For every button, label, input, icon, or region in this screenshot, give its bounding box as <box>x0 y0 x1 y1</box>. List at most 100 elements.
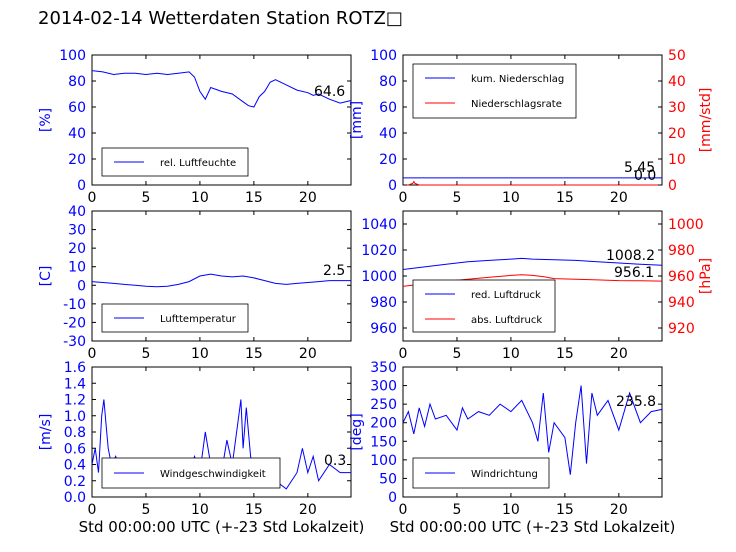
winddir-ytick-label: 300 <box>370 379 397 395</box>
precip-xtick-label: 0 <box>399 190 408 206</box>
pressure-xtick-label: 15 <box>556 346 574 362</box>
winddir-ytick-label: 150 <box>370 434 397 450</box>
precip-y2label: [mm/std] <box>698 88 714 153</box>
precip-ytick-label: 40 <box>379 126 397 142</box>
precip-y2tick-label: 0 <box>668 178 677 194</box>
winddir-ytick-label: 200 <box>370 416 397 432</box>
windspeed-ylabel: [m/s] <box>38 414 54 451</box>
pressure-ytick-label: 960 <box>370 321 397 337</box>
pressure-value-annotation: 1008.2 <box>606 248 655 264</box>
precip-xtick-label: 10 <box>502 190 520 206</box>
humidity-ytick-label: 0 <box>77 178 86 194</box>
windspeed-xtick-label: 15 <box>245 502 263 518</box>
pressure-y2label: [hPa] <box>698 258 714 294</box>
precip-y2tick-label: 10 <box>668 152 686 168</box>
windspeed-ytick-label: 1.2 <box>64 393 86 409</box>
winddir-xtick-label: 10 <box>502 502 520 518</box>
pressure-y2tick-label: 1000 <box>668 217 704 233</box>
winddir-xtick-label: 20 <box>610 502 628 518</box>
precip-ytick-label: 100 <box>370 48 397 64</box>
winddir-xtick-label: 0 <box>399 502 408 518</box>
humidity-value-annotation: 64.6 <box>314 84 345 100</box>
pressure-ytick-label: 980 <box>370 295 397 311</box>
winddir-ytick-label: 100 <box>370 453 397 469</box>
winddir-legend-label: Windrichtung <box>471 469 538 480</box>
pressure-y2tick-label: 980 <box>668 243 695 259</box>
temperature-ytick-label: -30 <box>63 334 86 350</box>
humidity-ytick-label: 60 <box>68 100 86 116</box>
temperature-value-annotation: 2.5 <box>323 263 345 279</box>
precip-ytick-label: 80 <box>379 74 397 90</box>
temperature-ytick-label: 30 <box>68 223 86 239</box>
precip-legend-label: kum. Niederschlag <box>471 74 564 85</box>
humidity-ytick-label: 80 <box>68 74 86 90</box>
pressure-legend-box <box>412 279 556 333</box>
humidity-xtick-label: 15 <box>245 190 263 206</box>
windspeed-xtick-label: 5 <box>141 502 150 518</box>
humidity-legend-label: rel. Luftfeuchte <box>160 158 236 169</box>
temperature-ytick-label: 0 <box>77 278 86 294</box>
windspeed-ytick-label: 0.0 <box>64 490 86 506</box>
pressure-y2tick-label: 940 <box>668 295 695 311</box>
winddir-ytick-label: 350 <box>370 360 397 376</box>
winddir-ylabel: [deg] <box>349 413 365 450</box>
pressure-xtick-label: 0 <box>399 346 408 362</box>
temperature-xtick-label: 5 <box>141 346 150 362</box>
windspeed-ytick-label: 0.8 <box>64 425 86 441</box>
temperature-series-line-0 <box>91 273 351 288</box>
figure-title-text: 2014-02-14 Wetterdaten Station ROTZ <box>38 8 386 29</box>
pressure-ytick-label: 1000 <box>361 269 397 285</box>
pressure-value-annotation: 956.1 <box>614 265 654 281</box>
humidity-xtick-label: 10 <box>191 190 209 206</box>
humidity-series-line-0 <box>91 70 352 108</box>
temperature-ytick-label: 40 <box>68 204 86 220</box>
humidity-xtick-label: 0 <box>88 190 97 206</box>
missing-glyph-box: □ <box>385 8 403 29</box>
precip-xtick-label: 15 <box>556 190 574 206</box>
winddir-ytick-label: 0 <box>388 490 397 506</box>
pressure-legend-label: red. Luftdruck <box>471 290 541 301</box>
pressure-y2tick-label: 920 <box>668 321 695 337</box>
humidity-xtick-label: 20 <box>299 190 317 206</box>
precip-legend-box <box>412 63 577 119</box>
winddir-xtick-label: 5 <box>452 502 461 518</box>
precip-xtick-label: 20 <box>610 190 628 206</box>
temperature-xtick-label: 15 <box>245 346 263 362</box>
pressure-xtick-label: 10 <box>502 346 520 362</box>
pressure-y2tick-label: 960 <box>668 269 695 285</box>
pressure-legend-label: abs. Luftdruck <box>471 315 542 326</box>
windspeed-xlabel: Std 00:00:00 UTC (+-23 Std Lokalzeit) <box>79 518 365 536</box>
precip-ylabel: [mm] <box>349 101 365 139</box>
precip-series-line-1 <box>403 180 662 186</box>
precip-value-annotation: 0.0 <box>634 168 656 184</box>
precip-xtick-label: 5 <box>452 190 461 206</box>
precip-y2tick-label: 40 <box>668 74 686 90</box>
windspeed-xtick-label: 20 <box>299 502 317 518</box>
figure-title: 2014-02-14 Wetterdaten Station ROTZ□ <box>38 8 403 29</box>
windspeed-ytick-label: 1.0 <box>64 409 86 425</box>
humidity-ytick-label: 100 <box>59 48 86 64</box>
temperature-ytick-label: 10 <box>68 260 86 276</box>
windspeed-ytick-label: 0.2 <box>64 474 86 490</box>
temperature-xtick-label: 20 <box>299 346 317 362</box>
humidity-xtick-label: 5 <box>141 190 150 206</box>
windspeed-xtick-label: 10 <box>191 502 209 518</box>
windspeed-xtick-label: 0 <box>88 502 97 518</box>
windspeed-legend-label: Windgeschwindigkeit <box>160 469 266 480</box>
winddir-ytick-label: 50 <box>379 471 397 487</box>
winddir-xlabel: Std 00:00:00 UTC (+-23 Std Lokalzeit) <box>390 518 676 536</box>
winddir-series-line-0 <box>402 385 663 475</box>
precip-ytick-label: 0 <box>388 178 397 194</box>
pressure-xtick-label: 20 <box>610 346 628 362</box>
windspeed-ytick-label: 0.6 <box>64 441 86 457</box>
humidity-ytick-label: 20 <box>68 152 86 168</box>
precip-ytick-label: 60 <box>379 100 397 116</box>
precip-y2tick-label: 50 <box>668 48 686 64</box>
temperature-ytick-label: 20 <box>68 241 86 257</box>
temperature-xtick-label: 0 <box>88 346 97 362</box>
precip-legend-label: Niederschlagsrate <box>471 99 562 110</box>
pressure-ytick-label: 1020 <box>361 243 397 259</box>
pressure-xtick-label: 5 <box>452 346 461 362</box>
precip-y2tick-label: 30 <box>668 100 686 116</box>
